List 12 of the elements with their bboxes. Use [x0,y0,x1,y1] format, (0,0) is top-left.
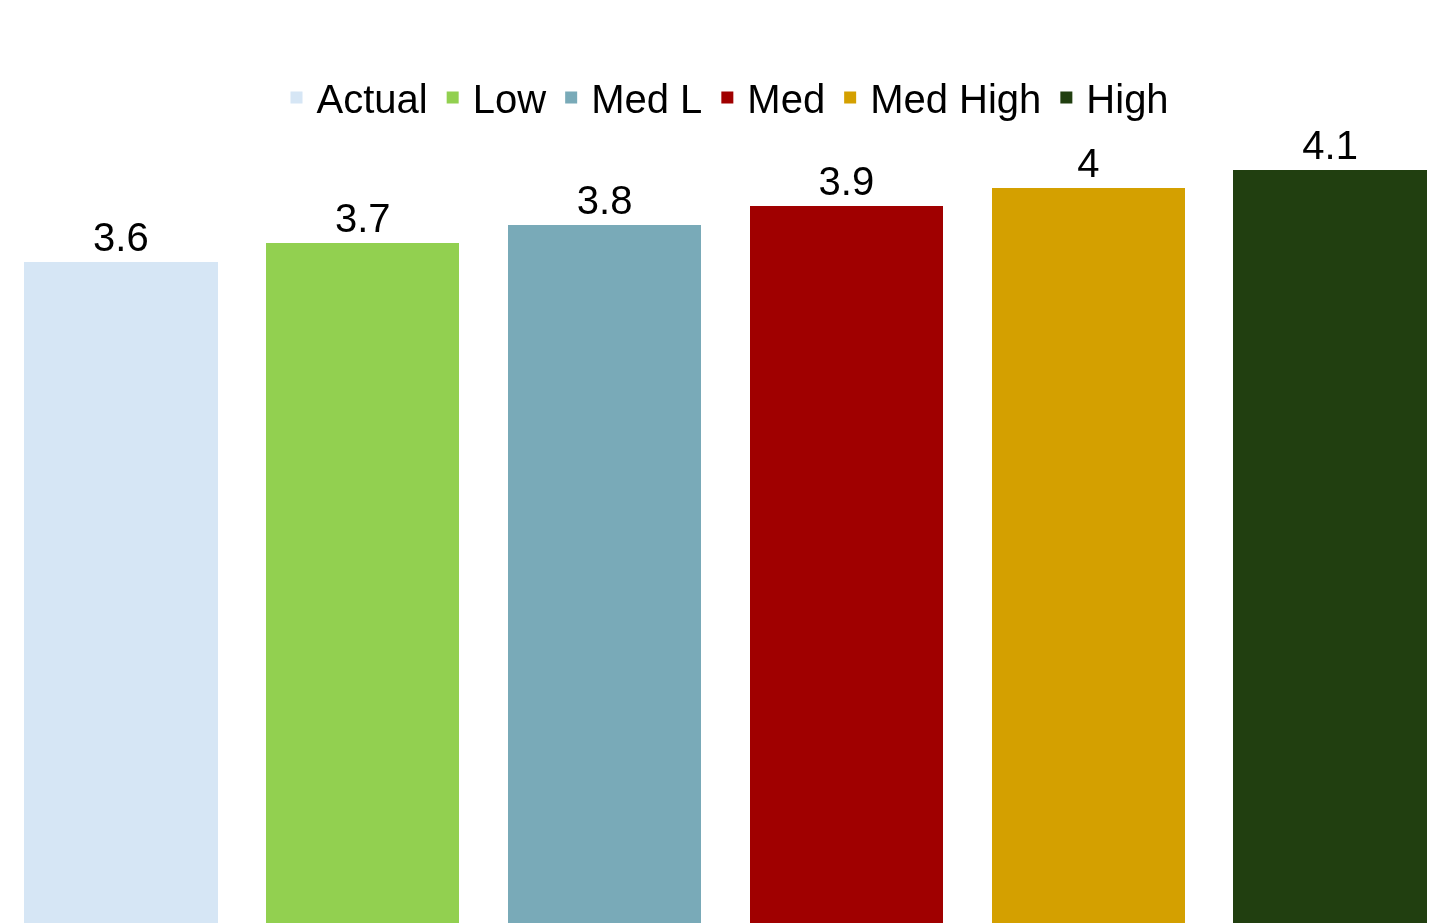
legend-label: Med L [591,77,703,122]
data-label: 3.8 [576,177,633,222]
legend-label: High [1086,77,1169,122]
data-label: 3.9 [818,159,875,204]
data-label: 4 [1077,141,1100,186]
data-label: 3.6 [93,214,149,259]
legend-label: Low [472,77,547,122]
data-label: 3.7 [334,196,391,241]
legend-label: Med [747,77,826,122]
legend-label: Actual [316,77,428,122]
legend-label: Med High [870,77,1042,122]
data-label: 4.1 [1302,122,1358,167]
